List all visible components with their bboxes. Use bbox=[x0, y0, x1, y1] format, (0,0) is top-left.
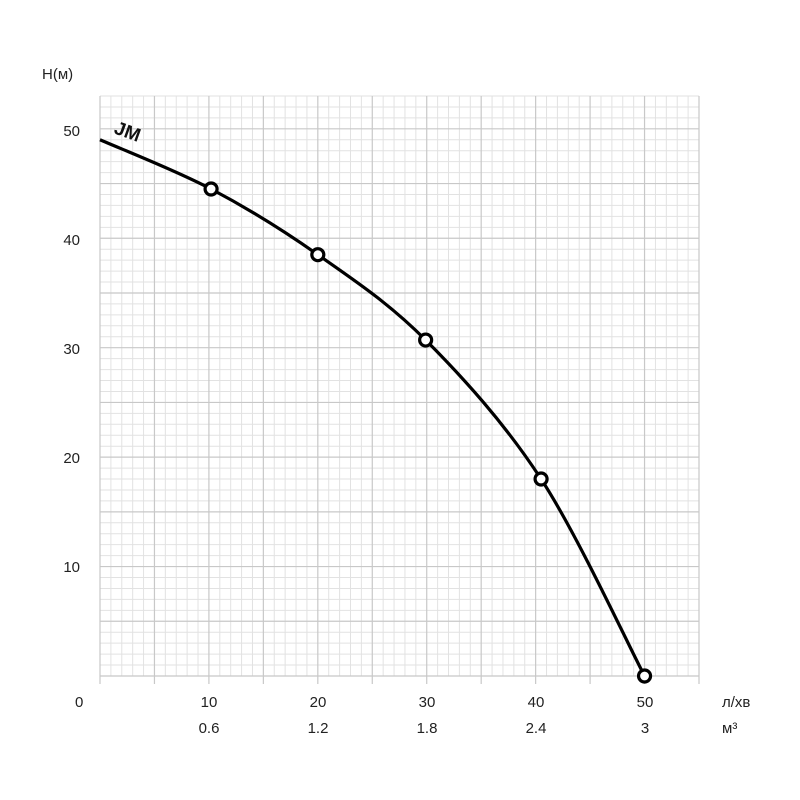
x-secondary-tick-label-3: 3 bbox=[641, 720, 649, 737]
minor-grid bbox=[100, 95, 699, 676]
origin-label: 0 bbox=[75, 694, 83, 711]
major-grid bbox=[99, 96, 700, 684]
data-point-marker bbox=[310, 247, 326, 263]
y-tick-label-10: 10 bbox=[63, 559, 80, 576]
y-tick-label-30: 30 bbox=[63, 341, 80, 358]
data-point-marker bbox=[533, 471, 549, 487]
x-axis-title-primary: л/хв bbox=[722, 694, 750, 711]
y-tick-label-20: 20 bbox=[63, 450, 80, 467]
marker-layer bbox=[203, 181, 653, 684]
y-axis-title: H(м) bbox=[42, 66, 73, 83]
y-tick-label-50: 50 bbox=[63, 123, 80, 140]
x-tick-label-10: 10 bbox=[201, 694, 218, 711]
x-secondary-tick-label-1.2: 1.2 bbox=[308, 720, 329, 737]
x-tick-label-30: 30 bbox=[419, 694, 436, 711]
y-tick-label-40: 40 bbox=[63, 232, 80, 249]
x-secondary-tick-label-1.8: 1.8 bbox=[417, 720, 438, 737]
x-tick-label-20: 20 bbox=[310, 694, 327, 711]
data-point-marker bbox=[203, 181, 219, 197]
data-point-marker bbox=[636, 668, 653, 684]
x-tick-label-40: 40 bbox=[528, 694, 545, 711]
x-secondary-tick-label-2.4: 2.4 bbox=[526, 720, 547, 737]
x-tick-label-50: 50 bbox=[637, 694, 654, 711]
x-axis-title-secondary: м³ bbox=[722, 720, 737, 737]
series-label-jm: JM bbox=[111, 118, 143, 147]
data-point-marker bbox=[418, 332, 434, 348]
x-secondary-tick-label-0.6: 0.6 bbox=[199, 720, 220, 737]
